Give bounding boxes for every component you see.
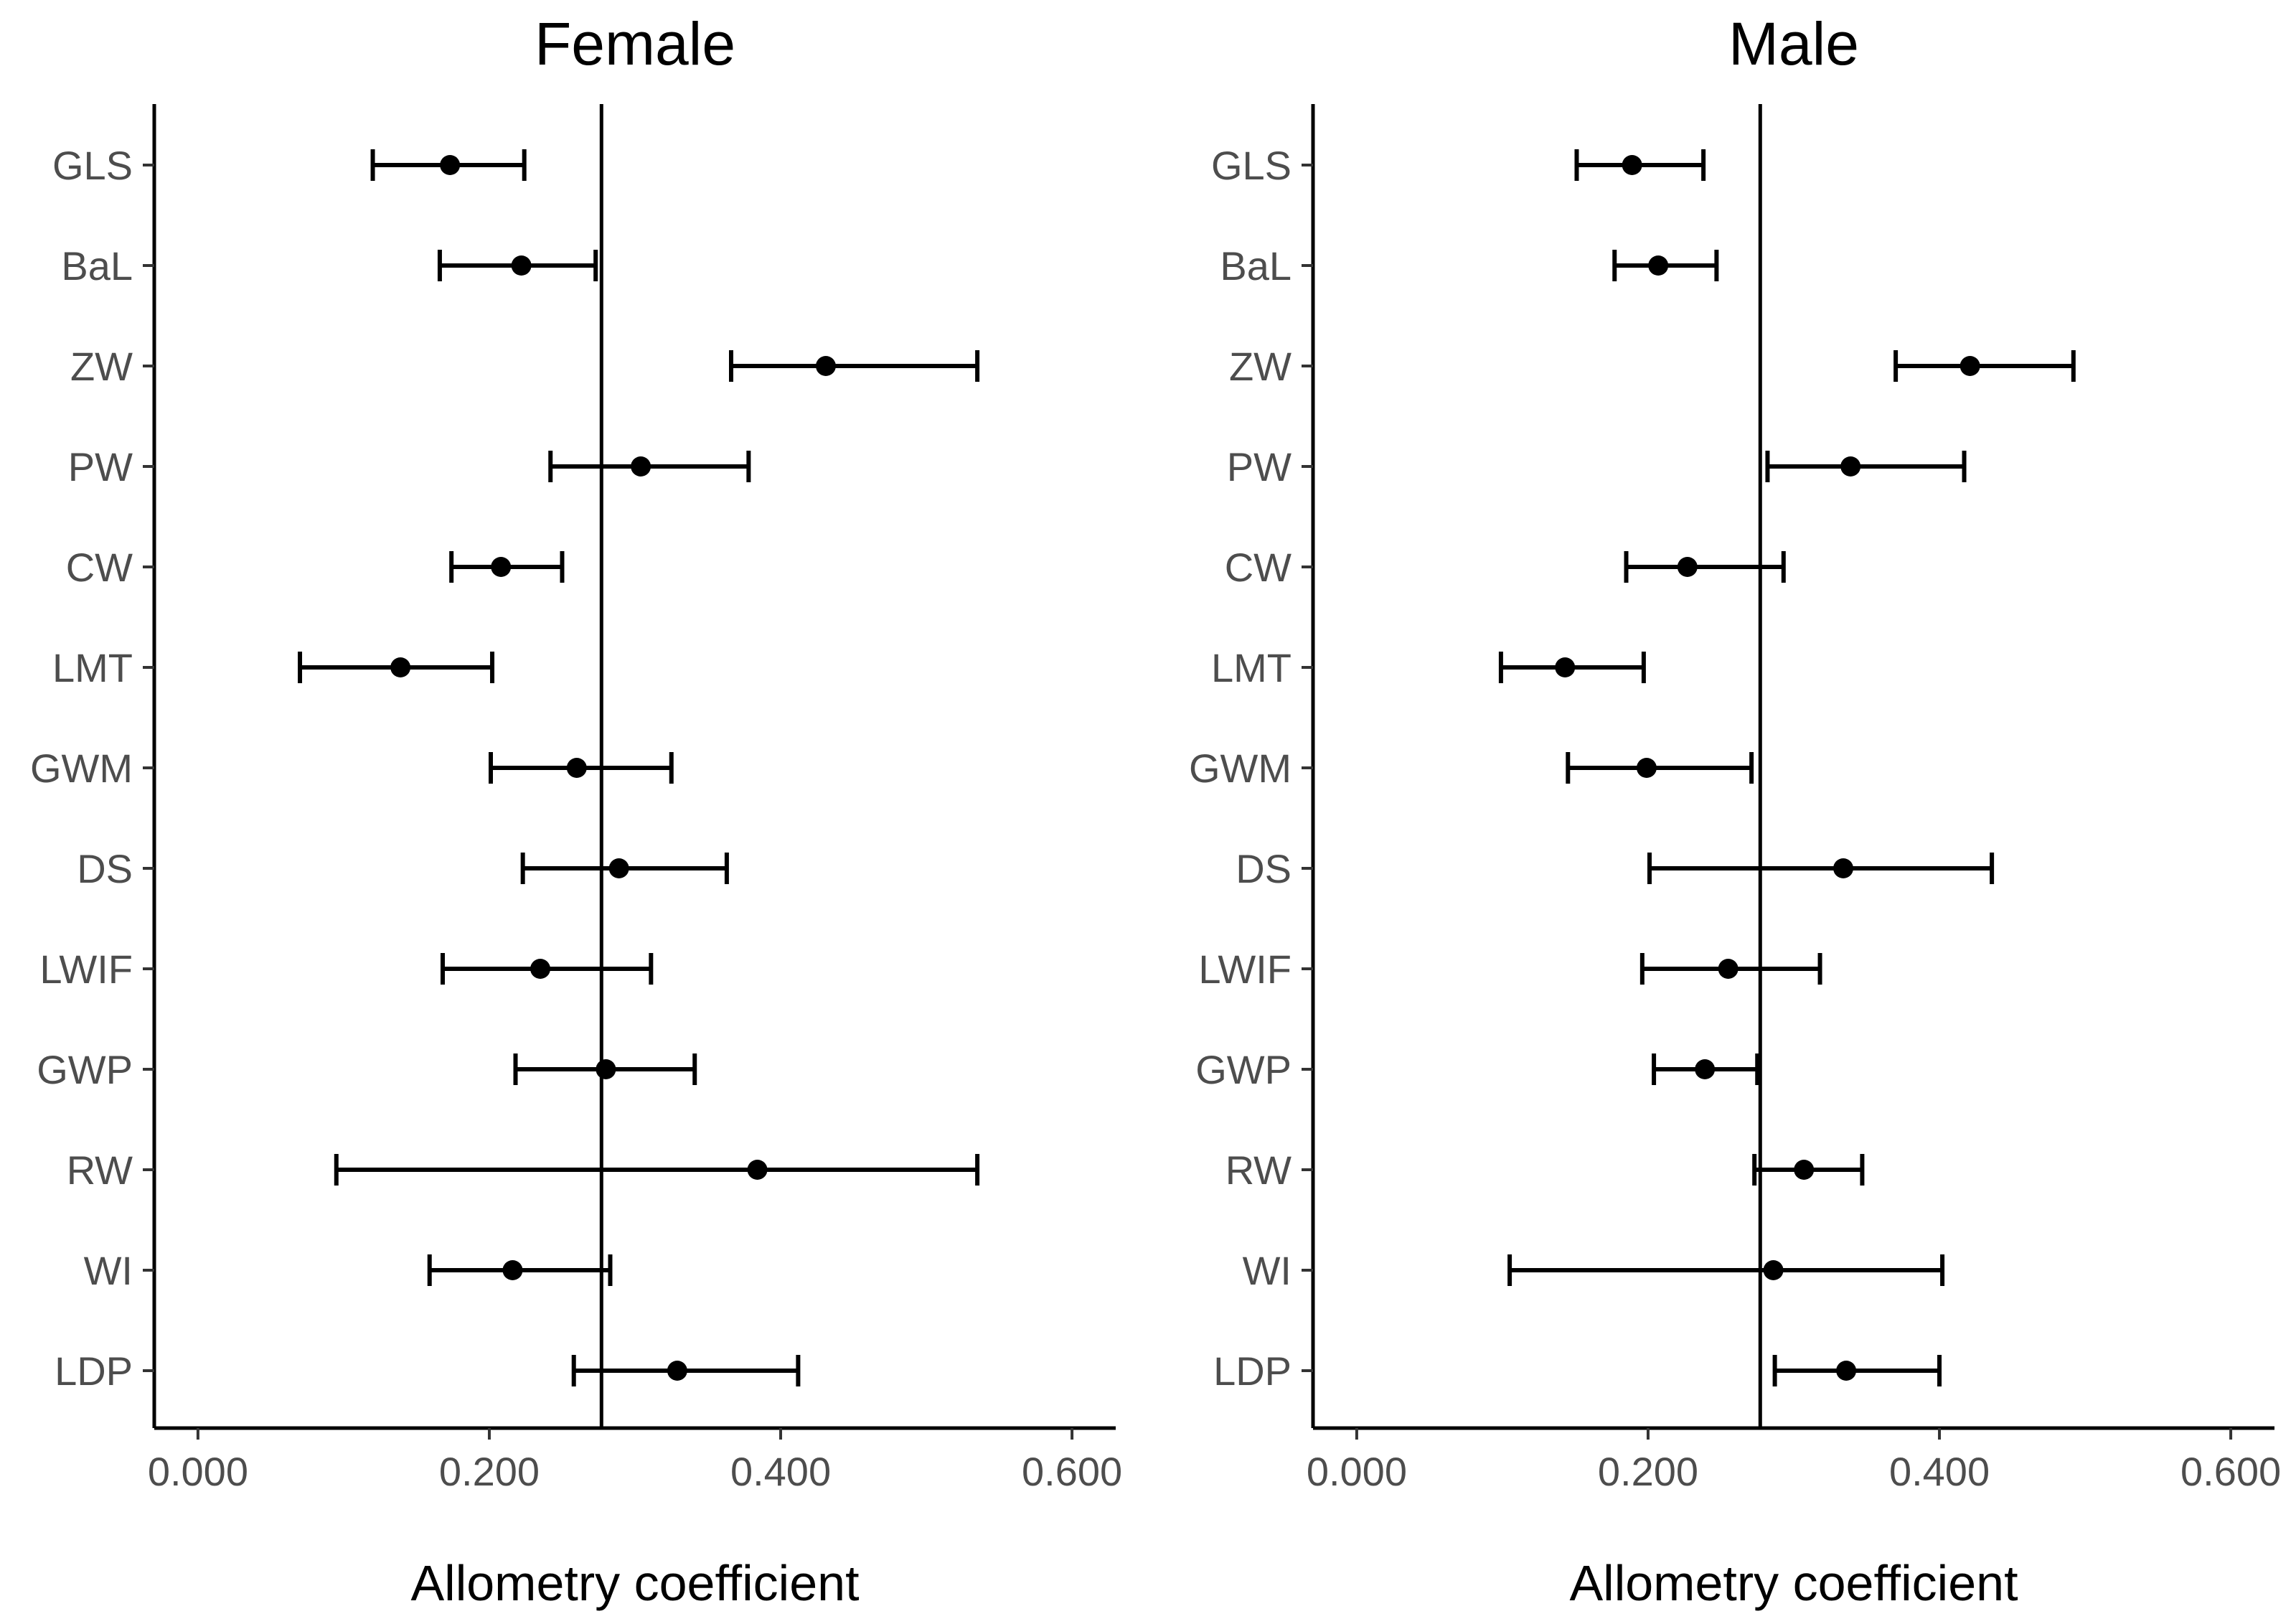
male-point-bal xyxy=(1648,255,1669,276)
female-x-tick-label: 0.000 xyxy=(148,1449,248,1494)
female-y-tick-label-ds: DS xyxy=(77,846,133,891)
female-y-tick-label-pw: PW xyxy=(68,444,133,489)
male-point-pw xyxy=(1840,456,1861,477)
female-panel: Female 0.000 0.200 0.400 0.600 Allometry coef… xyxy=(30,10,1122,1611)
female-x-tick-label: 0.200 xyxy=(439,1449,540,1494)
male-y-tick-label-gwm: GWM xyxy=(1189,746,1292,791)
female-point-lmt xyxy=(390,657,411,677)
male-point-zw xyxy=(1959,356,1980,376)
female-point-gwm xyxy=(566,758,587,778)
male-x-axis-title: Allometry coefficient xyxy=(1569,1555,2018,1611)
male-y-tick-label-rw: RW xyxy=(1225,1147,1292,1193)
male-y-tick-label-gls: GLS xyxy=(1211,143,1292,188)
female-panel-title: Female xyxy=(535,10,735,78)
male-y-tick-label-zw: ZW xyxy=(1229,344,1292,389)
male-panel-title: Male xyxy=(1728,10,1859,78)
female-point-pw xyxy=(631,456,651,477)
male-y-tick-label-lwif: LWIF xyxy=(1198,947,1292,992)
male-y-tick-label-gwp: GWP xyxy=(1195,1047,1292,1092)
male-point-ds xyxy=(1833,858,1854,878)
male-y-tick-label-cw: CW xyxy=(1225,545,1292,590)
male-point-cw xyxy=(1677,557,1698,577)
male-point-rw xyxy=(1794,1160,1815,1180)
female-y-tick-label-ldp: LDP xyxy=(55,1348,133,1394)
female-point-gwp xyxy=(596,1059,616,1079)
female-point-rw xyxy=(747,1160,768,1180)
male-x-tick-label: 0.400 xyxy=(1889,1449,1990,1494)
male-y-tick-label-lmt: LMT xyxy=(1211,645,1292,690)
female-y-tick-label-gwm: GWM xyxy=(30,746,133,791)
female-y-tick-label-bal: BaL xyxy=(61,243,133,288)
male-y-tick-label-ds: DS xyxy=(1236,846,1292,891)
male-y-tick-label-bal: BaL xyxy=(1220,243,1292,288)
female-y-tick-label-gls: GLS xyxy=(52,143,133,188)
female-y-tick-label-zw: ZW xyxy=(70,344,133,389)
female-point-lwif xyxy=(530,959,551,979)
female-point-gls xyxy=(440,155,461,175)
female-y-tick-label-lwif: LWIF xyxy=(39,947,133,992)
female-y-tick-label-gwp: GWP xyxy=(37,1047,133,1092)
female-point-wi xyxy=(502,1260,523,1280)
female-point-zw xyxy=(815,356,836,376)
male-x-tick-label: 0.600 xyxy=(2180,1449,2281,1494)
female-point-ldp xyxy=(667,1361,687,1381)
male-point-lwif xyxy=(1718,959,1739,979)
female-point-ds xyxy=(608,858,629,878)
male-y-tick-label-pw: PW xyxy=(1227,444,1292,489)
female-y-tick-label-wi: WI xyxy=(84,1248,133,1293)
male-point-gwm xyxy=(1636,758,1657,778)
female-y-tick-label-cw: CW xyxy=(66,545,133,590)
female-x-tick-label: 0.600 xyxy=(1022,1449,1122,1494)
male-point-wi xyxy=(1763,1260,1784,1280)
female-x-tick-label: 0.400 xyxy=(730,1449,831,1494)
male-y-tick-label-wi: WI xyxy=(1243,1248,1292,1293)
female-x-axis-title: Allometry coefficient xyxy=(410,1555,859,1611)
female-y-tick-label-rw: RW xyxy=(67,1147,133,1193)
male-point-gwp xyxy=(1695,1059,1716,1079)
male-x-tick-label: 0.000 xyxy=(1307,1449,1407,1494)
male-point-lmt xyxy=(1555,657,1576,677)
male-point-gls xyxy=(1622,155,1642,175)
female-y-tick-label-lmt: LMT xyxy=(52,645,133,690)
male-panel: Male 0.000 0.200 0.400 0.600 Allometry coeffi… xyxy=(1189,10,2281,1611)
male-point-ldp xyxy=(1836,1361,1857,1381)
female-point-bal xyxy=(511,255,532,276)
male-x-tick-label: 0.200 xyxy=(1598,1449,1698,1494)
female-point-cw xyxy=(491,557,512,577)
male-y-tick-label-ldp: LDP xyxy=(1213,1348,1292,1394)
